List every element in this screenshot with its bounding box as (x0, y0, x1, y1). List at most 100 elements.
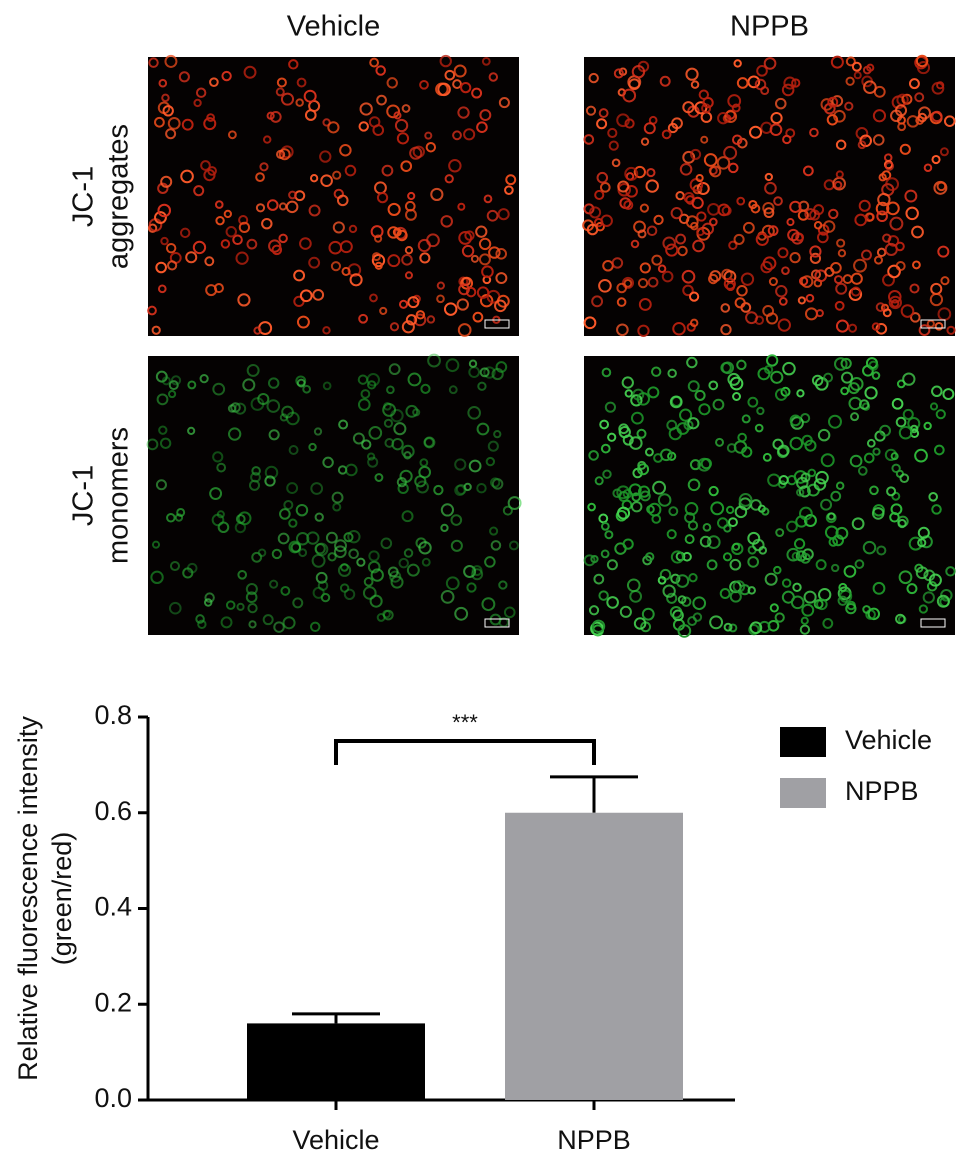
cell (225, 600, 236, 610)
cell (507, 496, 522, 511)
y-tick-label: 0.0 (94, 1083, 132, 1113)
cell (309, 174, 319, 183)
y-tick-label: 0.2 (94, 987, 132, 1017)
cell (611, 158, 621, 168)
cell (866, 438, 876, 448)
cell (885, 177, 900, 192)
cell (918, 604, 928, 614)
cell (760, 261, 773, 274)
cell (264, 475, 276, 487)
cell (616, 506, 631, 520)
cell (677, 624, 692, 638)
cell (508, 540, 519, 551)
cell (445, 576, 460, 591)
cell (777, 318, 791, 332)
cell (387, 254, 401, 268)
cell (237, 569, 248, 580)
cell (405, 404, 419, 418)
cell (908, 536, 923, 551)
cell (679, 408, 693, 422)
cell (467, 406, 481, 420)
cell (778, 297, 788, 306)
cell (387, 202, 401, 217)
cell (675, 190, 685, 201)
cell (169, 560, 181, 572)
cell (915, 54, 929, 68)
cell (279, 508, 291, 520)
cell (598, 278, 612, 293)
cell (945, 566, 956, 577)
cell (193, 98, 202, 108)
cell (799, 506, 813, 521)
cell (931, 504, 942, 515)
cell (341, 266, 351, 276)
cell (596, 171, 609, 184)
cell (174, 513, 184, 522)
cell (461, 244, 475, 258)
cell (777, 444, 790, 457)
cell (804, 208, 817, 221)
cell (672, 609, 684, 622)
cell (790, 595, 805, 610)
cell (732, 392, 742, 401)
column-label: NPPB (730, 11, 809, 43)
cell (251, 551, 263, 563)
cell (647, 276, 659, 288)
cell (692, 239, 705, 253)
cell (723, 277, 736, 290)
cell (621, 376, 634, 389)
cell (458, 283, 470, 296)
cell (699, 535, 712, 548)
cell (872, 447, 881, 456)
cell (332, 502, 342, 512)
cell (708, 485, 719, 497)
cell (698, 403, 711, 416)
cell (630, 394, 643, 407)
cell (894, 104, 908, 117)
cell (939, 147, 949, 157)
cell (871, 371, 881, 380)
cell (302, 384, 312, 394)
cell (216, 462, 227, 473)
legend-label: Vehicle (845, 725, 932, 755)
cell (454, 606, 469, 621)
cell (761, 507, 770, 516)
cell (200, 160, 211, 171)
cell (895, 416, 907, 428)
cell (816, 598, 828, 611)
cell (904, 189, 918, 203)
cell (687, 417, 700, 430)
cell (369, 57, 380, 68)
cell (296, 77, 307, 88)
cell (868, 360, 879, 371)
cell (369, 293, 378, 303)
cell (327, 552, 337, 562)
cell (762, 201, 775, 215)
cell (884, 448, 898, 462)
cell (848, 396, 862, 411)
cell (935, 409, 946, 420)
cell (685, 215, 699, 229)
cell (339, 583, 350, 593)
cell (800, 616, 809, 625)
cell (383, 418, 394, 428)
cell (498, 580, 508, 590)
cell (308, 256, 321, 269)
cell (257, 392, 270, 405)
cell (644, 447, 654, 457)
cell (278, 202, 288, 211)
cell (165, 128, 177, 140)
cell (452, 130, 462, 141)
cell (633, 165, 646, 179)
cell (483, 194, 493, 204)
cell (404, 271, 413, 280)
cell (682, 284, 694, 297)
cell (370, 225, 384, 239)
cell (861, 249, 872, 261)
bar (505, 812, 683, 1100)
cell (245, 583, 258, 596)
cell (386, 385, 395, 395)
cell (403, 548, 414, 558)
cell (923, 421, 932, 431)
cell (639, 490, 651, 502)
